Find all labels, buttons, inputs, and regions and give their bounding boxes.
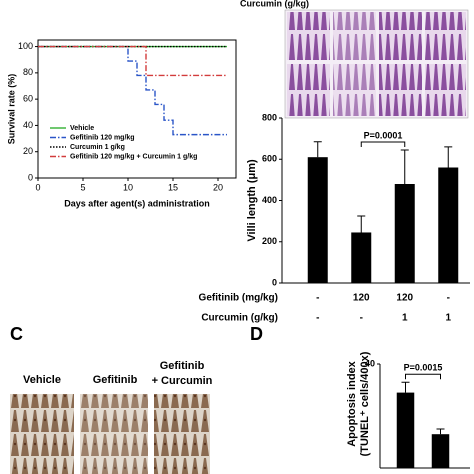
significance-bracket (405, 373, 441, 380)
y-tick-label: 200 (262, 236, 277, 246)
x-tick-label: 0 (35, 182, 40, 192)
error-bar (436, 428, 445, 435)
y-tick-label: 0 (272, 277, 277, 287)
row-label: Curcumin (g/kg) (201, 313, 278, 324)
histology-top (284, 9, 469, 119)
error-bar (401, 381, 410, 393)
histology-image (425, 12, 466, 60)
y-tick-label: 800 (262, 112, 277, 122)
y-axis-label: Apoptosis index (346, 360, 358, 446)
plot-frame (37, 39, 237, 179)
histology-image (80, 394, 148, 474)
legend-label: Vehicle (70, 125, 94, 132)
y-tick-label: 80 (23, 67, 33, 77)
row-value: 1 (445, 313, 451, 324)
row-value: - (316, 293, 319, 304)
row-value: - (447, 293, 450, 304)
bar (307, 157, 328, 283)
y-tick-label: 60 (23, 94, 33, 104)
y-tick-label: 40 (23, 120, 33, 130)
y-tick-label: 100 (18, 41, 33, 51)
error-bar (444, 146, 453, 168)
y-axis-label: Villi length (μm) (246, 159, 258, 242)
histology-image (379, 64, 422, 116)
y-tick-label: 600 (262, 154, 277, 164)
panel-label: D (250, 324, 263, 344)
x-tick-label: 20 (213, 182, 223, 192)
histology-image (154, 394, 210, 474)
histology-image (10, 394, 74, 474)
column-label: Gefitinib (93, 374, 138, 386)
histology-image (379, 12, 422, 60)
y-axis-label: (TUNEL⁺ cells/400x) (359, 351, 371, 456)
histology-header: Curcumin (g/kg) (240, 0, 309, 8)
column-label: Vehicle (23, 374, 61, 386)
column-label: Gefitinib (160, 360, 205, 372)
legend-label: Gefitinib 120 mg/kg (70, 134, 135, 141)
bar (396, 392, 415, 468)
series-line (38, 45, 227, 77)
y-tick-label: 400 (262, 195, 277, 205)
error-bar (400, 149, 409, 184)
bar (431, 434, 450, 468)
row-value: - (316, 313, 319, 324)
y-axis-label: Survival rate (%) (6, 74, 16, 145)
y-tick-label: 20 (23, 146, 33, 156)
row-value: 1 (402, 313, 408, 324)
significance-label: P=0.0001 (364, 130, 403, 140)
histology-image (425, 64, 466, 116)
x-axis-label: Days after agent(s) administration (64, 198, 210, 208)
y-tick-label: 0 (28, 172, 33, 182)
significance-label: P=0.0015 (404, 363, 443, 373)
row-value: 120 (353, 293, 370, 304)
histology-image (287, 12, 330, 60)
series-line (38, 45, 227, 136)
bar (394, 184, 415, 283)
row-value: 120 (396, 293, 413, 304)
x-tick-label: 5 (80, 182, 85, 192)
bar (351, 232, 372, 283)
histology-image (287, 64, 330, 116)
y-tick-label: 40 (365, 358, 375, 368)
significance-bracket (360, 141, 406, 147)
histology-c (10, 394, 210, 474)
row-value: - (360, 313, 363, 324)
histology-image (333, 64, 376, 116)
bar (438, 167, 459, 283)
row-label: Gefitinib (mg/kg) (199, 293, 278, 304)
error-bar (313, 141, 322, 158)
histology-image (333, 12, 376, 60)
error-bar (357, 215, 366, 233)
column-label: + Curcumin (152, 375, 213, 387)
x-tick-label: 15 (168, 182, 178, 192)
legend-label: Gefitinib 120 mg/kg + Curcumin 1 g/kg (70, 153, 197, 160)
legend-label: Curcumin 1 g/kg (70, 144, 125, 151)
x-tick-label: 10 (123, 182, 133, 192)
panel-label: C (10, 324, 23, 344)
